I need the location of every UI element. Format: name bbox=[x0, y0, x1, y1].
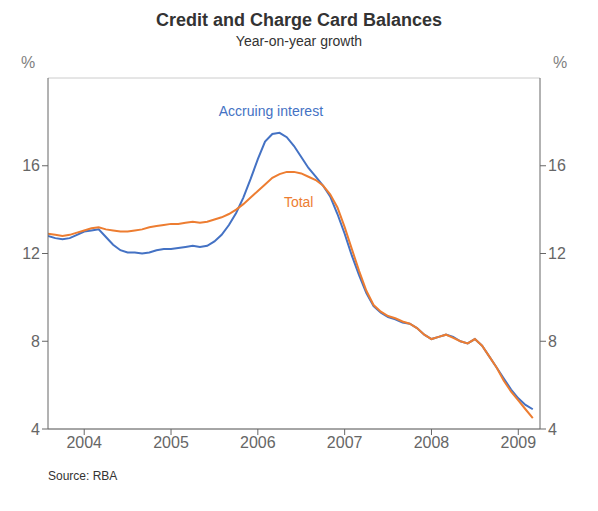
svg-text:12: 12 bbox=[22, 245, 40, 262]
svg-text:2008: 2008 bbox=[414, 434, 450, 451]
html-text:Credit and Charge Card Balance: Credit and Charge Card Balances bbox=[156, 10, 442, 30]
svg-text:8: 8 bbox=[548, 333, 557, 350]
svg-text:%: % bbox=[21, 54, 35, 71]
html-text:Year-on-year growth: Year-on-year growth bbox=[235, 33, 363, 49]
svg-text:Total: Total bbox=[284, 194, 314, 210]
svg-text:12: 12 bbox=[548, 245, 566, 262]
svg-text:4: 4 bbox=[548, 421, 557, 438]
svg-text:2005: 2005 bbox=[153, 434, 189, 451]
svg-text:2007: 2007 bbox=[327, 434, 363, 451]
svg-text:Accruing interest: Accruing interest bbox=[219, 103, 323, 119]
svg-text:16: 16 bbox=[548, 157, 566, 174]
svg-text:%: % bbox=[553, 54, 567, 71]
html-text:Source: RBA: Source: RBA bbox=[48, 469, 118, 483]
svg-text:2006: 2006 bbox=[240, 434, 276, 451]
svg-text:2009: 2009 bbox=[500, 434, 536, 451]
svg-text:4: 4 bbox=[31, 421, 40, 438]
svg-text:2004: 2004 bbox=[66, 434, 102, 451]
svg-text:16: 16 bbox=[22, 157, 40, 174]
svg-text:8: 8 bbox=[31, 333, 40, 350]
